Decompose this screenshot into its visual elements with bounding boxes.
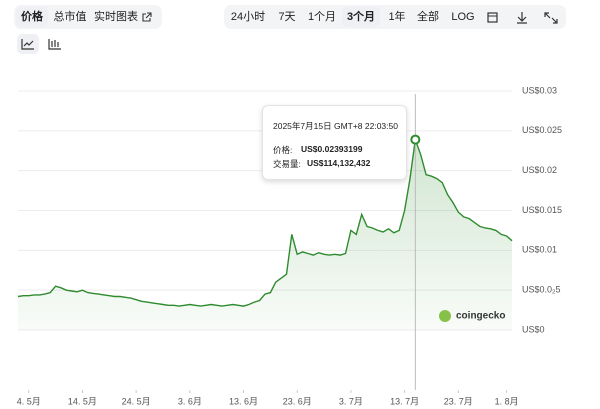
x-tick-label: 23. 6月 <box>283 396 312 406</box>
area <box>18 139 512 330</box>
y-tick-label: US$0.025 <box>522 125 562 135</box>
x-tick-label: 3. 6月 <box>178 396 202 406</box>
external-icon <box>142 12 152 22</box>
tab[interactable]: 总市值 <box>53 11 87 23</box>
tab[interactable]: 实时图表 <box>94 11 138 23</box>
x-tick-label: 13. 7月 <box>390 396 419 406</box>
x-tick-label: 13. 6月 <box>229 396 258 406</box>
tooltip-price: US$0.02393199 <box>301 144 363 154</box>
x-tick-label: 24. 5月 <box>122 396 151 406</box>
candle-icon[interactable] <box>48 38 62 50</box>
tooltip-price-label: 价格: <box>273 145 293 155</box>
y-tick-label: US$0.02 <box>522 165 557 175</box>
range-button[interactable]: 7天 <box>278 11 296 23</box>
range-button[interactable]: 全部 <box>417 11 439 23</box>
x-tick-label: 4. 5月 <box>17 396 41 406</box>
tab[interactable]: 价格 <box>16 7 48 27</box>
y-tick-label: US$0.015 <box>522 205 562 215</box>
tooltip-date: 2025年7月15日 GMT+8 22:03:50 <box>273 121 398 131</box>
x-tick-label: 1. 8月 <box>495 396 519 406</box>
tooltip-volume: US$114,132,432 <box>307 158 371 168</box>
range-button[interactable]: 3个月 <box>342 7 380 27</box>
line-icon <box>21 39 34 50</box>
range-group <box>224 5 566 29</box>
price-line <box>17 139 513 307</box>
tooltip-volume-label: 交易量: <box>273 159 301 169</box>
y-tick-label: US$0.01 <box>522 245 557 255</box>
range-button[interactable]: LOG <box>451 11 475 23</box>
toolbar-icons[interactable] <box>484 10 564 26</box>
hover-point <box>410 134 421 145</box>
range-button[interactable]: 1年 <box>388 11 406 23</box>
y-tick-label: US$0 <box>522 324 545 334</box>
range-button[interactable]: 1个月 <box>307 11 337 23</box>
y-tick-label: US$0.0₂5 <box>522 285 561 295</box>
x-tick-label: 23. 7月 <box>444 396 473 406</box>
tooltip: 2025年7月15日 GMT+8 22:03:50 价格: US$0.02393… <box>262 105 407 180</box>
y-tick-label: US$0.03 <box>522 85 557 95</box>
range-button[interactable]: 24小时 <box>230 11 266 23</box>
x-tick-label: 3. 7月 <box>339 396 363 406</box>
x-tick-label: 14. 5月 <box>68 396 97 406</box>
